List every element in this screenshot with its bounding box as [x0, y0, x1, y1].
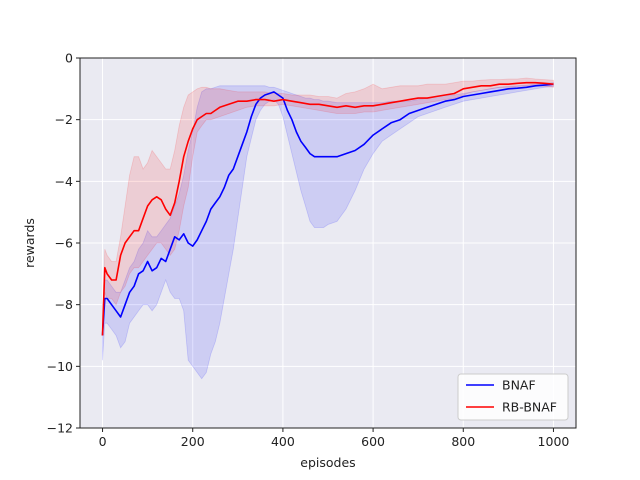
y-axis-label: rewards [22, 218, 37, 268]
x-tick-label-0: 0 [99, 434, 107, 449]
y-tick-label-0: −12 [47, 421, 73, 436]
x-tick-label-3: 600 [361, 434, 385, 449]
legend-label-rb-bnaf: RB-BNAF [502, 400, 557, 415]
y-tick-label-4: −4 [55, 174, 73, 189]
legend: BNAF RB-BNAF [457, 373, 569, 421]
x-axis-label: episodes [300, 455, 355, 470]
x-tick-label-5: 1000 [538, 434, 570, 449]
legend-label-bnaf: BNAF [502, 378, 536, 393]
confidence-bands [102, 77, 554, 380]
y-tick-label-2: −8 [55, 297, 73, 312]
y-tick-label-5: −2 [55, 112, 73, 127]
x-tick-label-1: 200 [181, 434, 205, 449]
band-bnaf [102, 82, 554, 380]
series-lines [101, 81, 554, 336]
y-tick-label-1: −10 [47, 359, 73, 374]
band-rb-bnaf [102, 77, 554, 336]
x-tick-label-4: 800 [451, 434, 475, 449]
y-tick-label-3: −6 [55, 236, 73, 251]
line-bnaf [101, 83, 554, 336]
x-tick-label-2: 400 [271, 434, 295, 449]
x-axis-ticks: 0 200 400 600 800 1000 [99, 428, 570, 449]
grid-lines [80, 57, 576, 429]
y-axis-ticks: −12 −10 −8 −6 −4 −2 0 [47, 51, 80, 436]
y-tick-label-6: 0 [65, 51, 73, 66]
line-rb-bnaf [101, 81, 554, 336]
